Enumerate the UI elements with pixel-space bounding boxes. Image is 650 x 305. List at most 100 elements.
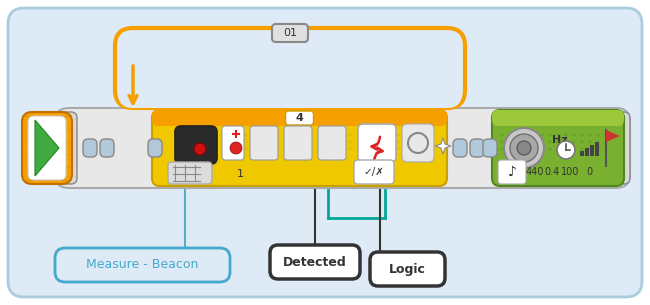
FancyBboxPatch shape [168, 162, 212, 184]
Circle shape [333, 141, 335, 143]
Circle shape [237, 134, 239, 137]
Circle shape [213, 141, 216, 143]
Circle shape [404, 134, 408, 137]
FancyBboxPatch shape [175, 126, 217, 164]
FancyBboxPatch shape [358, 124, 396, 162]
Circle shape [413, 141, 415, 143]
Circle shape [333, 134, 335, 137]
Circle shape [365, 134, 367, 137]
FancyBboxPatch shape [498, 160, 526, 184]
Circle shape [549, 134, 551, 137]
FancyBboxPatch shape [492, 110, 624, 186]
Circle shape [380, 134, 384, 137]
Circle shape [230, 142, 242, 154]
Circle shape [525, 134, 528, 137]
Circle shape [588, 148, 592, 150]
Circle shape [396, 148, 400, 150]
Text: Logic: Logic [389, 263, 426, 275]
Text: 0: 0 [586, 167, 592, 177]
FancyBboxPatch shape [83, 139, 97, 157]
Circle shape [229, 134, 231, 137]
Circle shape [324, 141, 328, 143]
Circle shape [356, 134, 359, 137]
Circle shape [541, 148, 543, 150]
Circle shape [508, 141, 512, 143]
Circle shape [237, 148, 239, 150]
Text: ♪: ♪ [508, 165, 517, 179]
Circle shape [517, 148, 519, 150]
Text: 4: 4 [296, 113, 304, 123]
FancyBboxPatch shape [270, 245, 360, 279]
Circle shape [309, 148, 311, 150]
Circle shape [500, 148, 504, 150]
Circle shape [348, 134, 352, 137]
Circle shape [196, 141, 200, 143]
Circle shape [188, 134, 192, 137]
FancyBboxPatch shape [285, 111, 313, 125]
Circle shape [396, 134, 400, 137]
Circle shape [597, 134, 599, 137]
FancyBboxPatch shape [470, 139, 484, 157]
Circle shape [525, 148, 528, 150]
Circle shape [194, 143, 206, 155]
Circle shape [372, 141, 376, 143]
FancyBboxPatch shape [284, 126, 312, 160]
Circle shape [276, 148, 280, 150]
Circle shape [268, 134, 272, 137]
Circle shape [517, 134, 519, 137]
Circle shape [300, 134, 304, 137]
FancyBboxPatch shape [318, 126, 346, 160]
Circle shape [580, 134, 584, 137]
FancyBboxPatch shape [250, 126, 278, 160]
Circle shape [504, 128, 544, 168]
Circle shape [517, 141, 531, 155]
Circle shape [597, 148, 599, 150]
Circle shape [500, 134, 504, 137]
Circle shape [285, 148, 287, 150]
Circle shape [181, 148, 183, 150]
Circle shape [220, 134, 224, 137]
FancyBboxPatch shape [610, 112, 630, 184]
Text: 1: 1 [237, 169, 244, 179]
Circle shape [396, 141, 400, 143]
Circle shape [604, 148, 608, 150]
Circle shape [196, 134, 200, 137]
Circle shape [604, 134, 608, 137]
Circle shape [188, 148, 192, 150]
Circle shape [413, 134, 415, 137]
Circle shape [324, 134, 328, 137]
Circle shape [244, 148, 248, 150]
Circle shape [556, 134, 560, 137]
Polygon shape [35, 120, 59, 176]
Circle shape [508, 148, 512, 150]
FancyBboxPatch shape [370, 252, 445, 286]
FancyBboxPatch shape [55, 248, 230, 282]
Circle shape [604, 141, 608, 143]
Circle shape [300, 148, 304, 150]
Circle shape [220, 148, 224, 150]
Circle shape [500, 141, 504, 143]
FancyBboxPatch shape [118, 31, 462, 108]
Circle shape [268, 148, 272, 150]
Circle shape [261, 141, 263, 143]
Circle shape [252, 141, 255, 143]
FancyBboxPatch shape [354, 160, 394, 184]
Bar [580, 151, 584, 156]
Circle shape [372, 134, 376, 137]
Circle shape [573, 141, 575, 143]
Circle shape [213, 134, 216, 137]
FancyBboxPatch shape [100, 139, 114, 157]
Circle shape [341, 141, 343, 143]
FancyBboxPatch shape [402, 124, 434, 162]
Circle shape [348, 141, 352, 143]
Bar [585, 148, 589, 156]
Circle shape [205, 141, 207, 143]
Circle shape [317, 134, 320, 137]
Circle shape [549, 141, 551, 143]
Circle shape [276, 141, 280, 143]
Circle shape [261, 134, 263, 137]
Circle shape [261, 148, 263, 150]
Circle shape [404, 141, 408, 143]
Circle shape [244, 141, 248, 143]
FancyBboxPatch shape [28, 116, 66, 180]
